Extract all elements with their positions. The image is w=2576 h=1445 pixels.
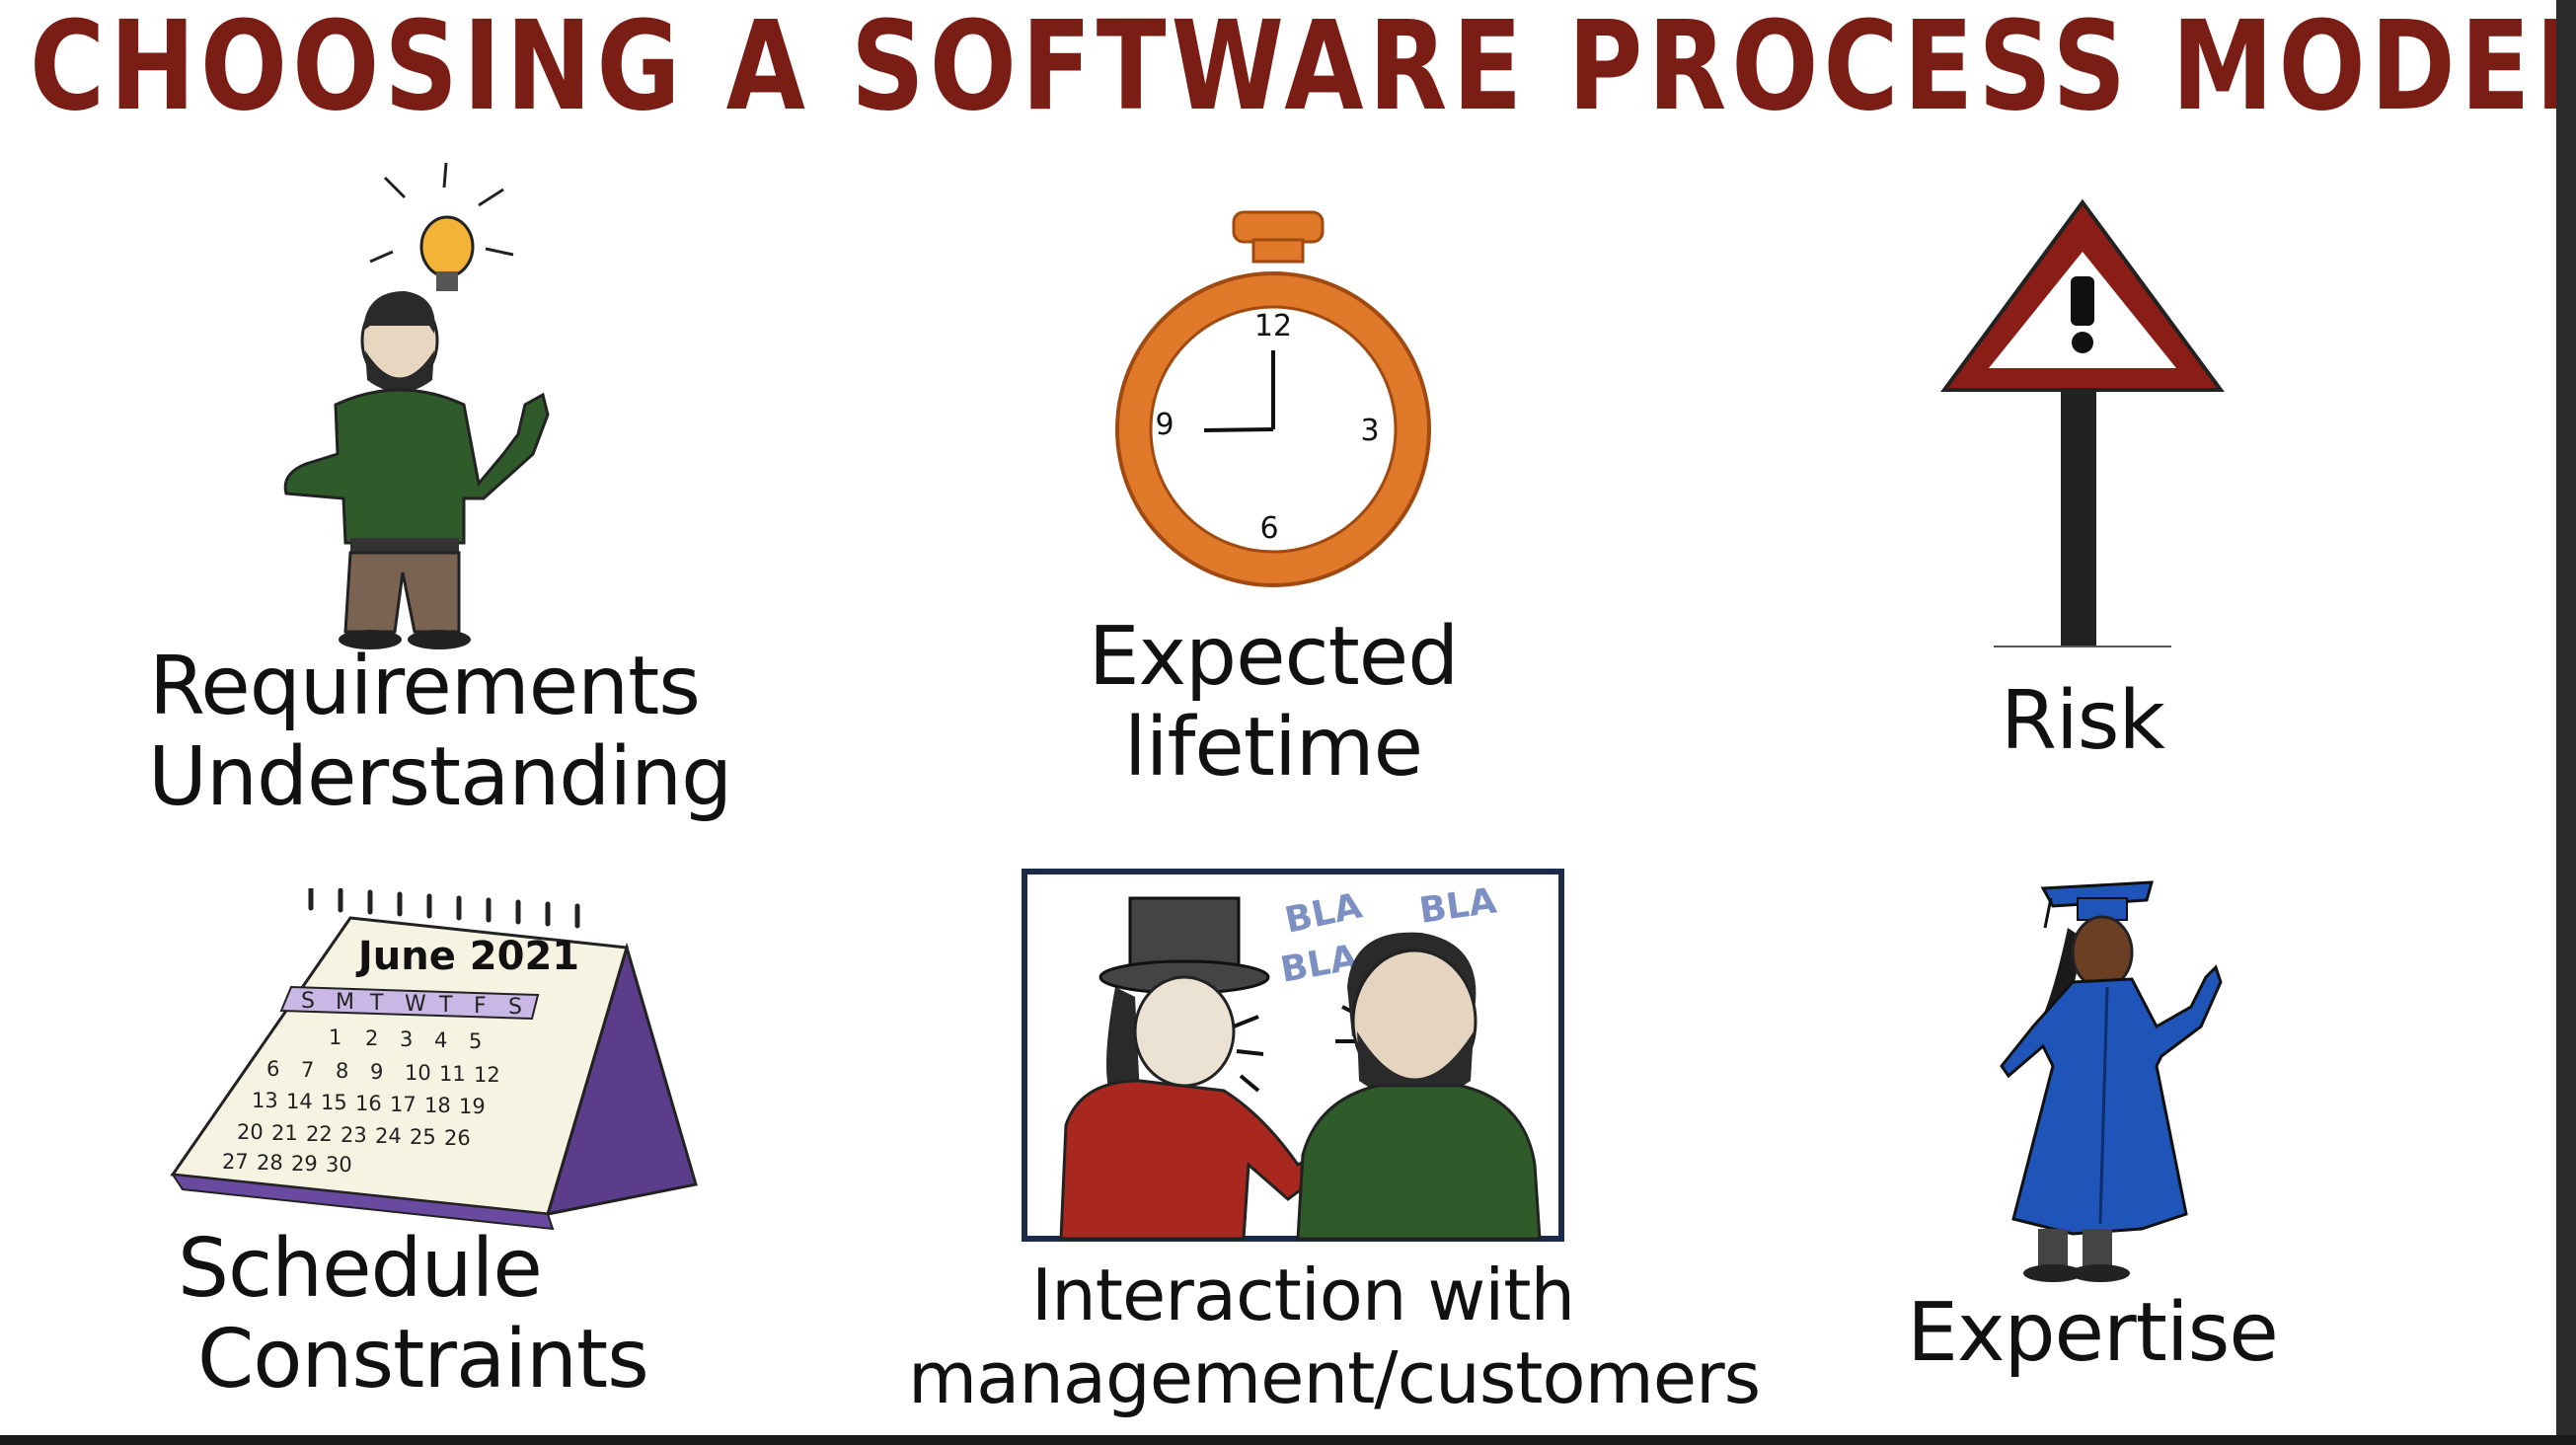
calendar-day: 21: [271, 1121, 298, 1145]
weekday: T: [438, 993, 453, 1018]
calendar-day: 9: [370, 1060, 383, 1084]
calendar-day: 17: [390, 1093, 417, 1116]
calendar-day: 5: [469, 1029, 482, 1053]
window-edge: [2556, 0, 2576, 1445]
caption-interaction: Interaction with management/customers: [908, 1254, 1761, 1419]
caption-line: Requirements: [148, 640, 701, 733]
caption-schedule: Schedule Constraints: [118, 1224, 671, 1406]
calendar-day: 16: [355, 1092, 382, 1115]
calendar-day: 8: [336, 1059, 348, 1083]
caption-line: lifetime: [1123, 701, 1423, 795]
caption-line: management/customers: [908, 1336, 1761, 1419]
caption-line: Expected: [1088, 610, 1460, 704]
calendar-day: 12: [474, 1063, 500, 1087]
calendar-icon: June 2021 S M T W T F S 1 2 3 4 5 6 7 8 …: [170, 888, 698, 1231]
calendar-day: 7: [301, 1058, 314, 1082]
calendar-day: 6: [266, 1057, 279, 1081]
calendar-day: 13: [252, 1089, 278, 1112]
caption-line: Schedule: [178, 1222, 543, 1316]
calendar-day: 28: [257, 1151, 283, 1175]
conversation-icon: BLA BLA BLA: [1022, 869, 1564, 1242]
stopwatch-icon: 12 3 6 9: [1115, 210, 1431, 587]
calendar-day: 19: [459, 1095, 486, 1118]
calendar-day: 26: [444, 1126, 471, 1150]
warning-sign-icon: [1940, 198, 2225, 647]
weekday: S: [508, 995, 522, 1020]
caption-lifetime: Expected lifetime: [1017, 612, 1530, 794]
caption-line: Expertise: [1907, 1286, 2279, 1380]
weekday: M: [336, 990, 354, 1015]
caption-requirements: Requirements Understanding: [148, 640, 732, 824]
weekday: F: [474, 994, 487, 1019]
calendar-day: 20: [237, 1120, 264, 1144]
caption-risk: Risk: [1925, 676, 2240, 767]
calendar-day: 18: [424, 1094, 451, 1117]
calendar-day: 24: [375, 1124, 402, 1148]
page-title: CHOOSING A SOFTWARE PROCESS MODEL: [30, 0, 2576, 138]
weekday: T: [369, 991, 384, 1016]
caption-expertise: Expertise: [1895, 1288, 2290, 1379]
calendar-day: 15: [321, 1091, 347, 1114]
calendar-day: 27: [222, 1150, 249, 1174]
weekday: S: [301, 989, 315, 1014]
calendar-day: 14: [286, 1090, 313, 1113]
caption-line: Understanding: [148, 730, 732, 824]
clock-6: 6: [1259, 511, 1278, 546]
clock-3: 3: [1360, 414, 1379, 448]
calendar-day: 4: [434, 1028, 447, 1052]
caption-line: Interaction with: [1030, 1254, 1575, 1336]
calendar-day: 10: [405, 1061, 431, 1085]
calendar-day: 2: [365, 1027, 378, 1050]
calendar-day: 23: [341, 1123, 367, 1147]
calendar-day: 11: [439, 1062, 466, 1086]
graduate-icon: [2000, 880, 2223, 1282]
calendar-day: 22: [306, 1122, 333, 1146]
calendar-day: 1: [329, 1026, 341, 1049]
calendar-day: 3: [400, 1027, 413, 1051]
calendar-day: 30: [326, 1153, 352, 1177]
calendar-month: June 2021: [355, 934, 579, 979]
clock-9: 9: [1155, 408, 1174, 442]
idea-person-icon: [283, 162, 550, 649]
clock-12: 12: [1254, 309, 1292, 343]
caption-line: Constraints: [197, 1313, 649, 1407]
caption-line: Risk: [2001, 674, 2165, 768]
bottom-edge: [0, 1435, 2576, 1445]
calendar-day: 25: [410, 1125, 436, 1149]
weekday: W: [405, 992, 426, 1017]
calendar-day: 29: [291, 1152, 318, 1176]
